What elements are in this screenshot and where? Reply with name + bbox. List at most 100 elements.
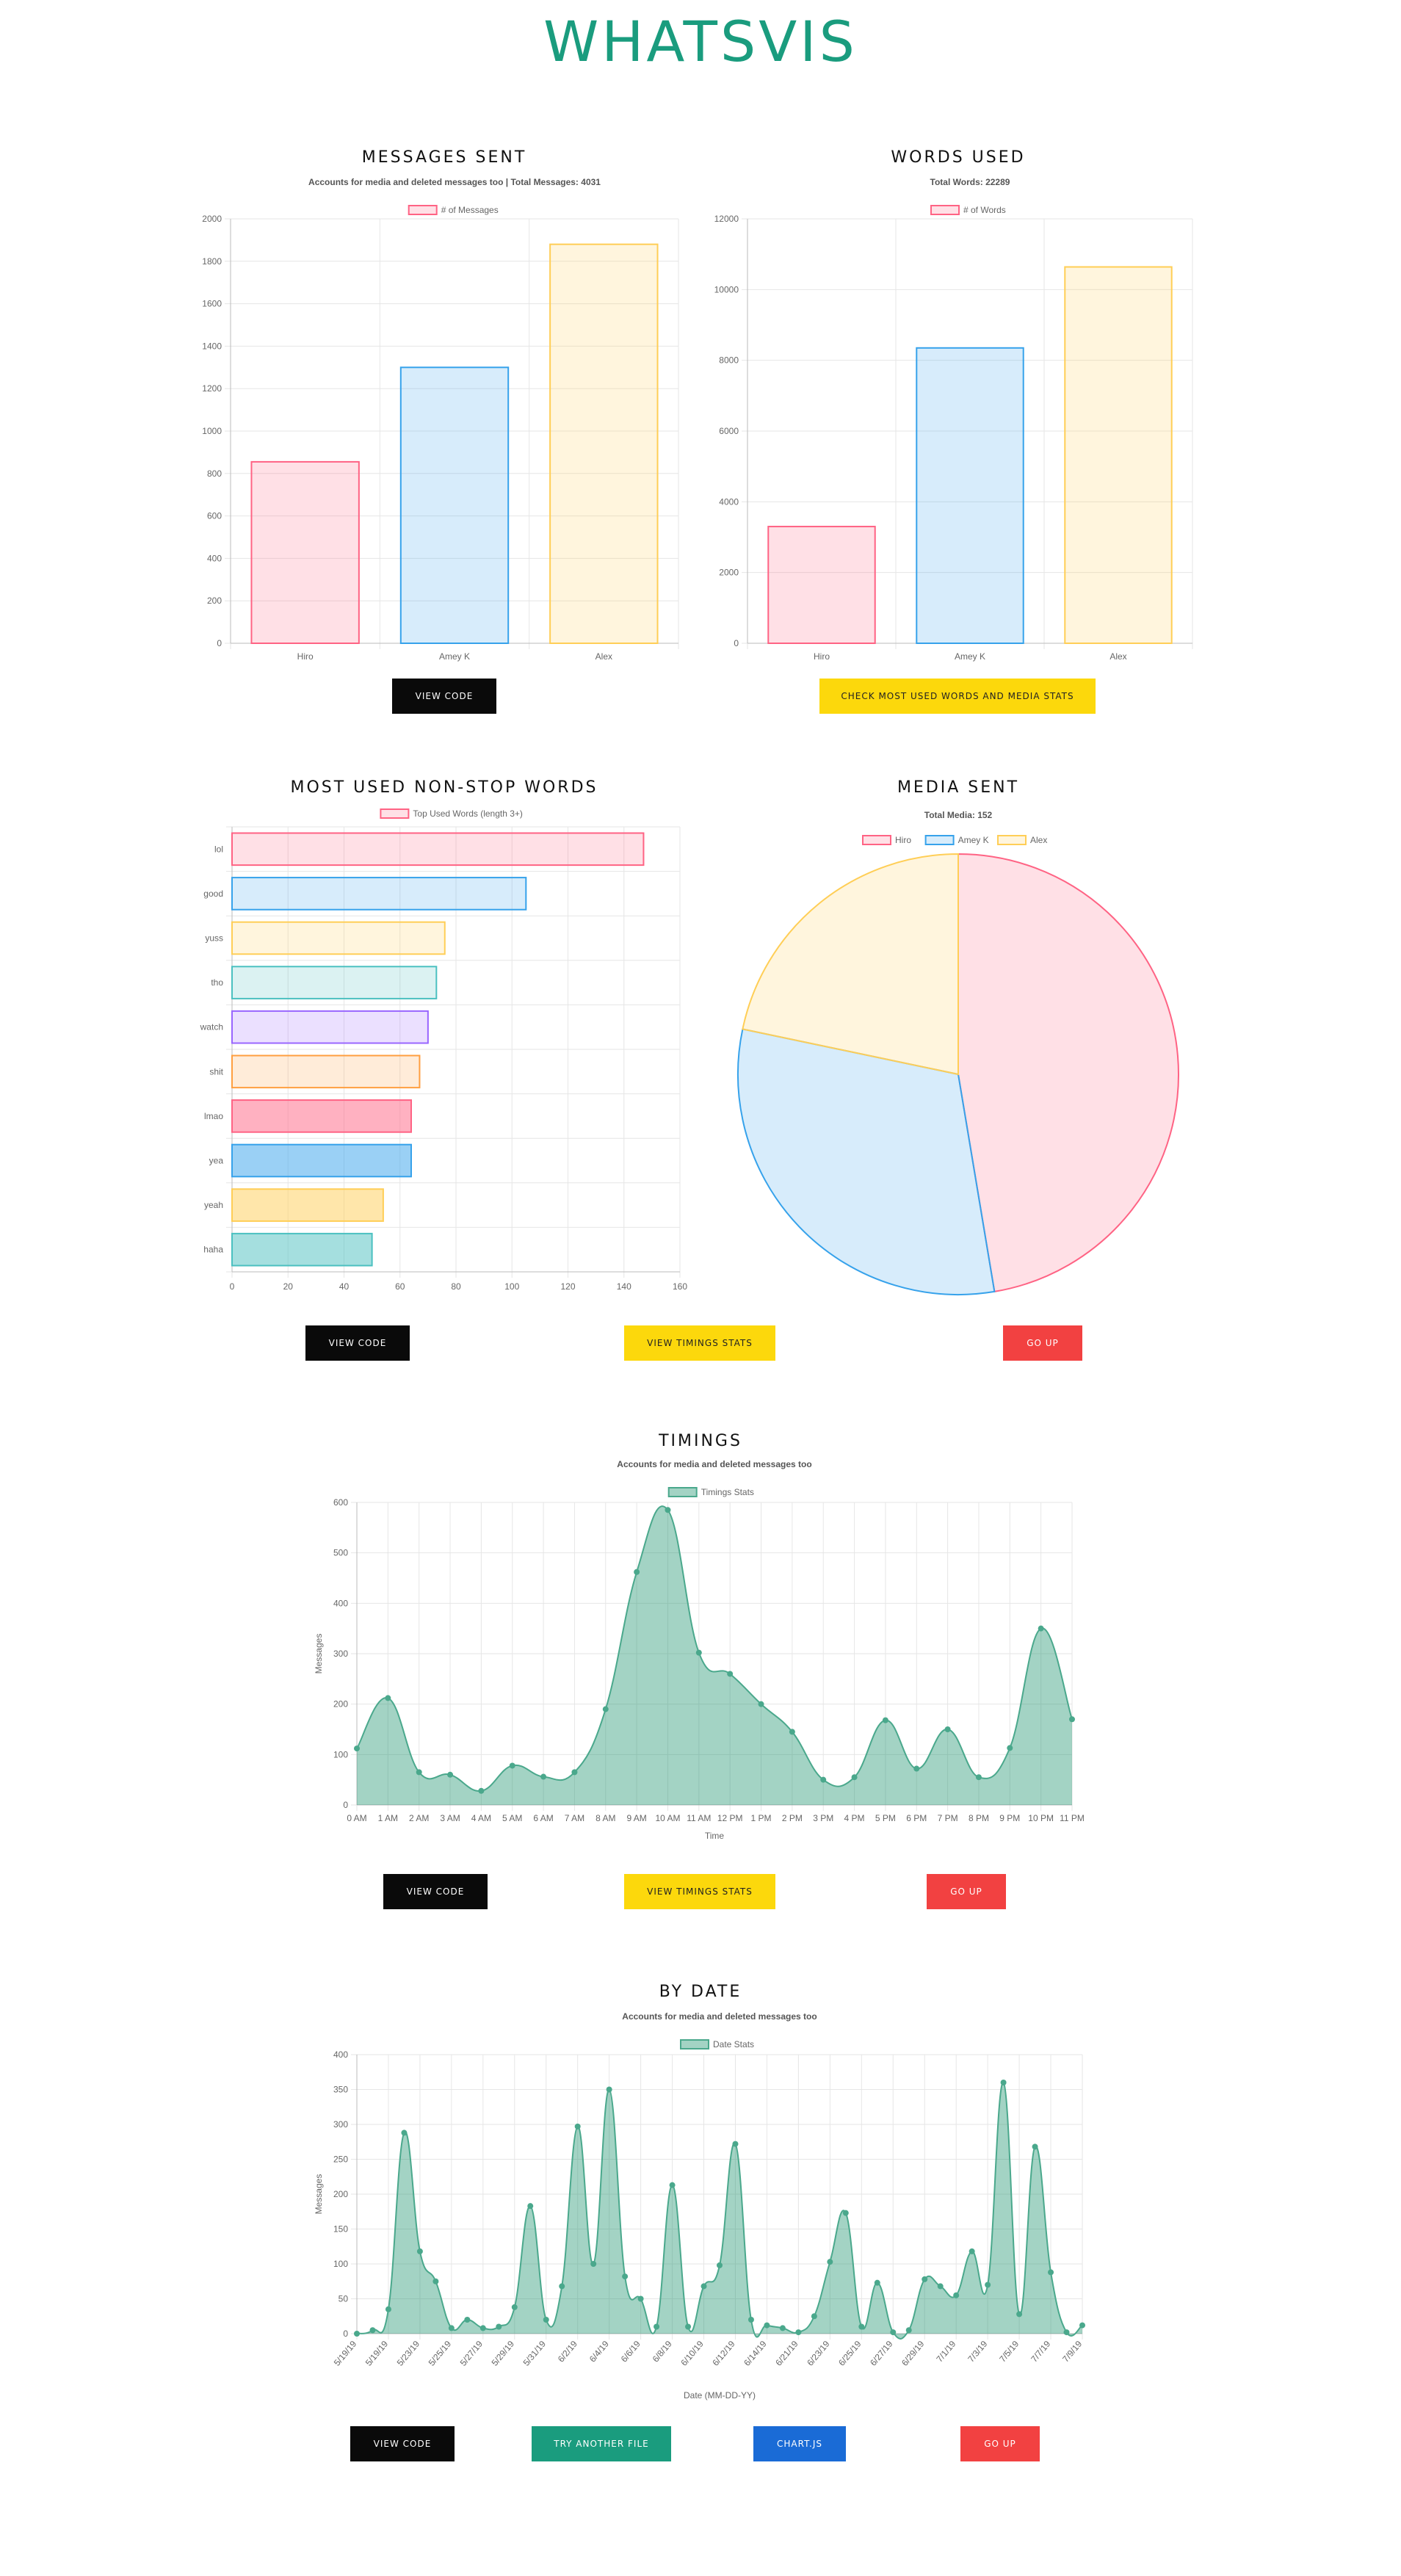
x-tick-label: 6/25/19 — [836, 2339, 864, 2368]
x-tick-label: 6 PM — [906, 1813, 927, 1823]
y-tick-label: watch — [200, 1022, 223, 1032]
x-tick-label: 60 — [395, 1281, 405, 1292]
bar — [231, 1143, 412, 1178]
y-tick-label: good — [203, 889, 223, 899]
y-tick-label: 1600 — [202, 299, 222, 309]
x-tick-label: 3 AM — [440, 1813, 460, 1823]
view-code-button[interactable]: VIEW CODE — [383, 1874, 488, 1909]
y-tick-label: 350 — [333, 2085, 348, 2095]
x-tick-label: 5 AM — [502, 1813, 522, 1823]
data-point — [401, 2130, 408, 2136]
data-point — [789, 1729, 795, 1735]
y-tick-label: 300 — [333, 2119, 348, 2130]
try-another-file-button[interactable]: TRY ANOTHER FILE — [532, 2426, 671, 2461]
x-tick-label: 5/31/19 — [521, 2339, 549, 2368]
pie-slice — [957, 853, 1179, 1293]
data-point — [416, 1769, 422, 1776]
legend-swatch — [924, 835, 955, 845]
legend-label: Top Used Words (length 3+) — [413, 808, 523, 819]
x-tick-label: 6/12/19 — [710, 2339, 737, 2368]
bar — [231, 1099, 412, 1133]
data-point — [795, 2329, 802, 2336]
data-point — [669, 2182, 676, 2188]
y-tick-label: 250 — [333, 2154, 348, 2165]
pie-slice — [737, 1028, 996, 1295]
by-date-chart: Accounts for media and deleted messages … — [314, 2011, 1085, 2400]
x-tick-label: 9 AM — [626, 1813, 646, 1823]
view-code-button[interactable]: VIEW CODE — [392, 679, 496, 714]
data-point — [509, 1762, 515, 1769]
x-tick-label: 6/8/19 — [651, 2339, 674, 2365]
go-up-button[interactable]: GO UP — [927, 1874, 1006, 1909]
legend-swatch — [680, 2039, 709, 2049]
legend-swatch — [408, 205, 438, 215]
data-point — [540, 1773, 547, 1780]
bar — [231, 1188, 384, 1222]
x-tick-label: 8 AM — [595, 1813, 615, 1823]
view-code-button[interactable]: VIEW CODE — [305, 1325, 410, 1361]
app-title: WHATSVIS — [543, 9, 858, 74]
data-point — [496, 2323, 502, 2330]
legend-label: Alex — [1030, 835, 1047, 845]
y-tick-label: shit — [209, 1066, 223, 1077]
x-tick-label: 6 AM — [533, 1813, 553, 1823]
y-tick-label: 400 — [333, 1598, 348, 1608]
bar — [767, 526, 876, 644]
data-point — [905, 2327, 912, 2334]
data-point — [464, 2317, 471, 2323]
y-tick-label: 150 — [333, 2224, 348, 2235]
y-tick-label: 2000 — [202, 214, 222, 224]
y-tick-label: lol — [214, 844, 223, 854]
data-point — [827, 2259, 833, 2265]
chart-subtitle: Accounts for media and deleted messages … — [308, 177, 601, 187]
y-tick-label: 400 — [207, 553, 222, 563]
x-tick-label: 2 PM — [782, 1813, 803, 1823]
data-point — [1016, 2311, 1023, 2318]
data-point — [559, 2283, 565, 2290]
chartjs-button[interactable]: CHART.JS — [753, 2426, 846, 2461]
by-date-title: BY DATE — [659, 1983, 742, 2001]
x-tick-label: 10 AM — [655, 1813, 680, 1823]
data-point — [764, 2322, 770, 2329]
check-words-media-button[interactable]: CHECK MOST USED WORDS AND MEDIA STATS — [819, 679, 1096, 714]
y-tick-label: yea — [209, 1156, 224, 1166]
x-tick-label: 0 — [230, 1281, 235, 1292]
y-tick-label: 1200 — [202, 383, 222, 394]
y-tick-label: 300 — [333, 1649, 348, 1659]
data-point — [913, 1765, 920, 1772]
media-sent-chart: Total Media: 152 Hiro Amey K Alex — [737, 810, 1179, 1295]
view-timings-button[interactable]: VIEW TIMINGS STATS — [624, 1874, 775, 1909]
nonstop-words-chart: Top Used Words (length 3+) 0 20 40 60 80 100 12… — [200, 808, 687, 1292]
x-tick-label: 100 — [504, 1281, 519, 1292]
legend-swatch — [862, 835, 891, 845]
view-timings-button[interactable]: VIEW TIMINGS STATS — [624, 1325, 775, 1361]
bar — [231, 1054, 421, 1089]
data-point — [700, 2283, 707, 2290]
y-tick-label: 1400 — [202, 341, 222, 351]
x-tick-label: 7/3/19 — [966, 2339, 989, 2365]
x-tick-label: Hiro — [297, 651, 314, 662]
x-tick-label: 9 PM — [999, 1813, 1020, 1823]
x-tick-label: 12 PM — [717, 1813, 743, 1823]
data-point — [1000, 2080, 1007, 2085]
timings-chart: Accounts for media and deleted messages … — [314, 1459, 1085, 1841]
data-point — [811, 2313, 817, 2320]
data-point — [622, 2273, 629, 2280]
go-up-button[interactable]: GO UP — [1003, 1325, 1082, 1361]
x-tick-label: 7/1/19 — [934, 2339, 957, 2365]
legend-label: # of Words — [963, 205, 1006, 215]
data-point — [385, 1695, 391, 1701]
chart-subtitle: Total Words: 22289 — [930, 177, 1010, 187]
x-tick-label: 1 PM — [751, 1813, 772, 1823]
messages-sent-title: MESSAGES SENT — [361, 148, 527, 167]
x-tick-label: 5/19/19 — [363, 2339, 391, 2368]
y-tick-label: 4000 — [719, 496, 739, 507]
view-code-button[interactable]: VIEW CODE — [350, 2426, 455, 2461]
data-point — [385, 2306, 391, 2312]
data-point — [944, 1726, 951, 1732]
legend-label: Timings Stats — [701, 1487, 754, 1497]
bar — [916, 347, 1024, 644]
legend-label: # of Messages — [441, 205, 499, 215]
data-point — [882, 1717, 888, 1723]
go-up-button[interactable]: GO UP — [960, 2426, 1040, 2461]
